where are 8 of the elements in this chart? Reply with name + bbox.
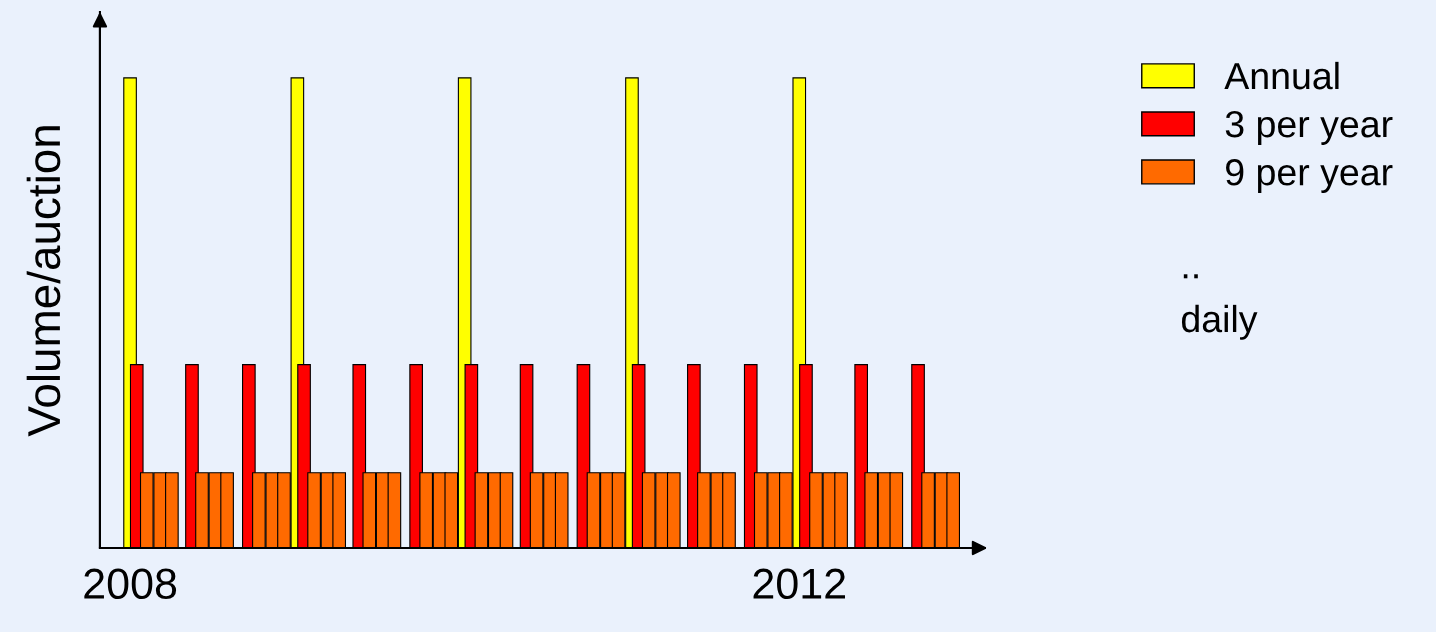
legend-label: 3 per year [1225, 110, 1393, 145]
text: .. [1183, 274, 1198, 279]
legend-label: 9 per year [1226, 158, 1393, 193]
legend-label: Annual [1224, 61, 1339, 90]
x-tick-label: 2008 [84, 568, 177, 600]
text: daily [1181, 304, 1258, 340]
x-tick-label: 2012 [753, 568, 845, 600]
y-axis-title: Volume/auction [26, 126, 61, 437]
